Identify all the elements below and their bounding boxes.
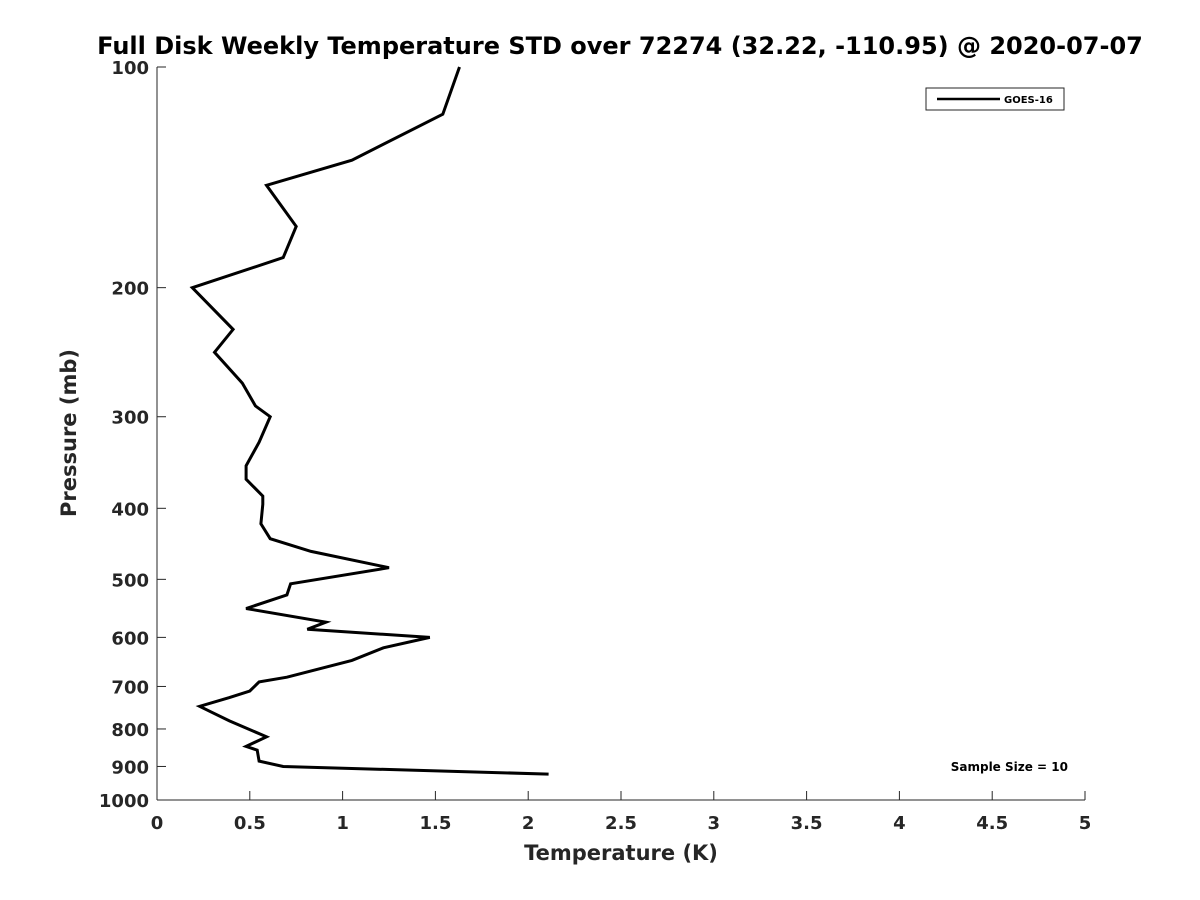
series-line-goes-16 — [189, 66, 549, 776]
legend-label-goes-16: GOES-16 — [1004, 95, 1053, 106]
x-tick-label: 0.5 — [234, 813, 266, 834]
y-tick-label: 100 — [111, 58, 149, 79]
x-tick-label: 1.5 — [419, 813, 451, 834]
y-tick-label: 1000 — [99, 791, 149, 812]
sample-size-annotation: Sample Size = 10 — [951, 760, 1068, 774]
y-tick-label: 400 — [111, 499, 149, 520]
x-tick-label: 4 — [893, 813, 906, 834]
x-axis-label: Temperature (K) — [524, 841, 718, 865]
y-tick-label: 700 — [111, 677, 149, 698]
plot-background — [157, 67, 1085, 800]
series-layer — [189, 66, 549, 776]
x-axis-ticks: 0 0.5 1 1.5 2 2.5 3 3.5 4 4.5 5 — [151, 791, 1092, 834]
chart-title: Full Disk Weekly Temperature STD over 72… — [97, 32, 1143, 60]
x-tick-label: 2 — [522, 813, 535, 834]
legend: GOES-16 — [925, 87, 1065, 111]
x-tick-label: 2.5 — [605, 813, 637, 834]
y-tick-label: 800 — [111, 720, 149, 741]
y-tick-label: 900 — [111, 757, 149, 778]
x-tick-label: 5 — [1079, 813, 1092, 834]
y-tick-label: 300 — [111, 408, 149, 429]
y-axis-label: Pressure (mb) — [57, 349, 81, 517]
y-tick-label: 500 — [111, 570, 149, 591]
x-tick-label: 4.5 — [976, 813, 1008, 834]
plot-area: 0 0.5 1 1.5 2 2.5 3 3.5 4 4.5 5 100 200 300 400 500 600… — [99, 58, 1091, 834]
x-tick-label: 1 — [336, 813, 349, 834]
x-tick-label: 3 — [708, 813, 721, 834]
y-axis-ticks: 100 200 300 400 500 600 700 800 900 1000 — [99, 58, 166, 812]
x-tick-label: 3.5 — [791, 813, 823, 834]
x-tick-label: 0 — [151, 813, 164, 834]
y-tick-label: 200 — [111, 279, 149, 300]
y-tick-label: 600 — [111, 628, 149, 649]
